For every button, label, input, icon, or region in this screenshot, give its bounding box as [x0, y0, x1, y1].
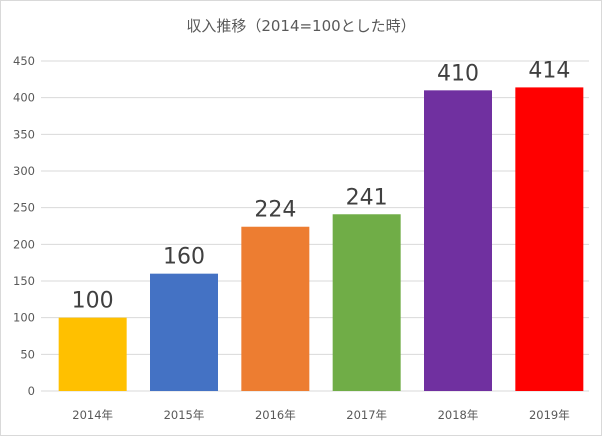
y-tick-label: 450 [13, 54, 35, 68]
chart-title: 収入推移（2014=100とした時） [186, 17, 415, 35]
bar [515, 87, 584, 392]
data-label: 224 [254, 198, 296, 223]
data-label: 414 [528, 58, 570, 83]
data-label: 100 [72, 289, 114, 314]
bar [424, 90, 492, 391]
y-tick-label: 300 [13, 164, 35, 178]
y-tick-label: 100 [13, 311, 35, 325]
x-tick-label: 2019年 [529, 408, 570, 422]
y-tick-label: 250 [13, 201, 35, 215]
bar [332, 214, 401, 391]
x-tick-label: 2014年 [72, 408, 113, 422]
bar [241, 226, 310, 391]
y-tick-label: 350 [13, 127, 35, 141]
bar [150, 273, 218, 391]
x-tick-label: 2015年 [164, 408, 205, 422]
y-tick-label: 0 [28, 384, 35, 398]
data-label: 241 [346, 185, 388, 210]
data-label: 410 [437, 61, 479, 86]
x-tick-label: 2018年 [438, 408, 479, 422]
y-tick-label: 400 [13, 91, 35, 105]
y-tick-label: 50 [20, 347, 35, 361]
x-tick-label: 2016年 [255, 408, 296, 422]
y-tick-label: 150 [13, 274, 35, 288]
data-label: 160 [163, 245, 205, 270]
bar [58, 317, 127, 391]
x-tick-label: 2017年 [346, 408, 387, 422]
y-tick-label: 200 [13, 237, 35, 251]
